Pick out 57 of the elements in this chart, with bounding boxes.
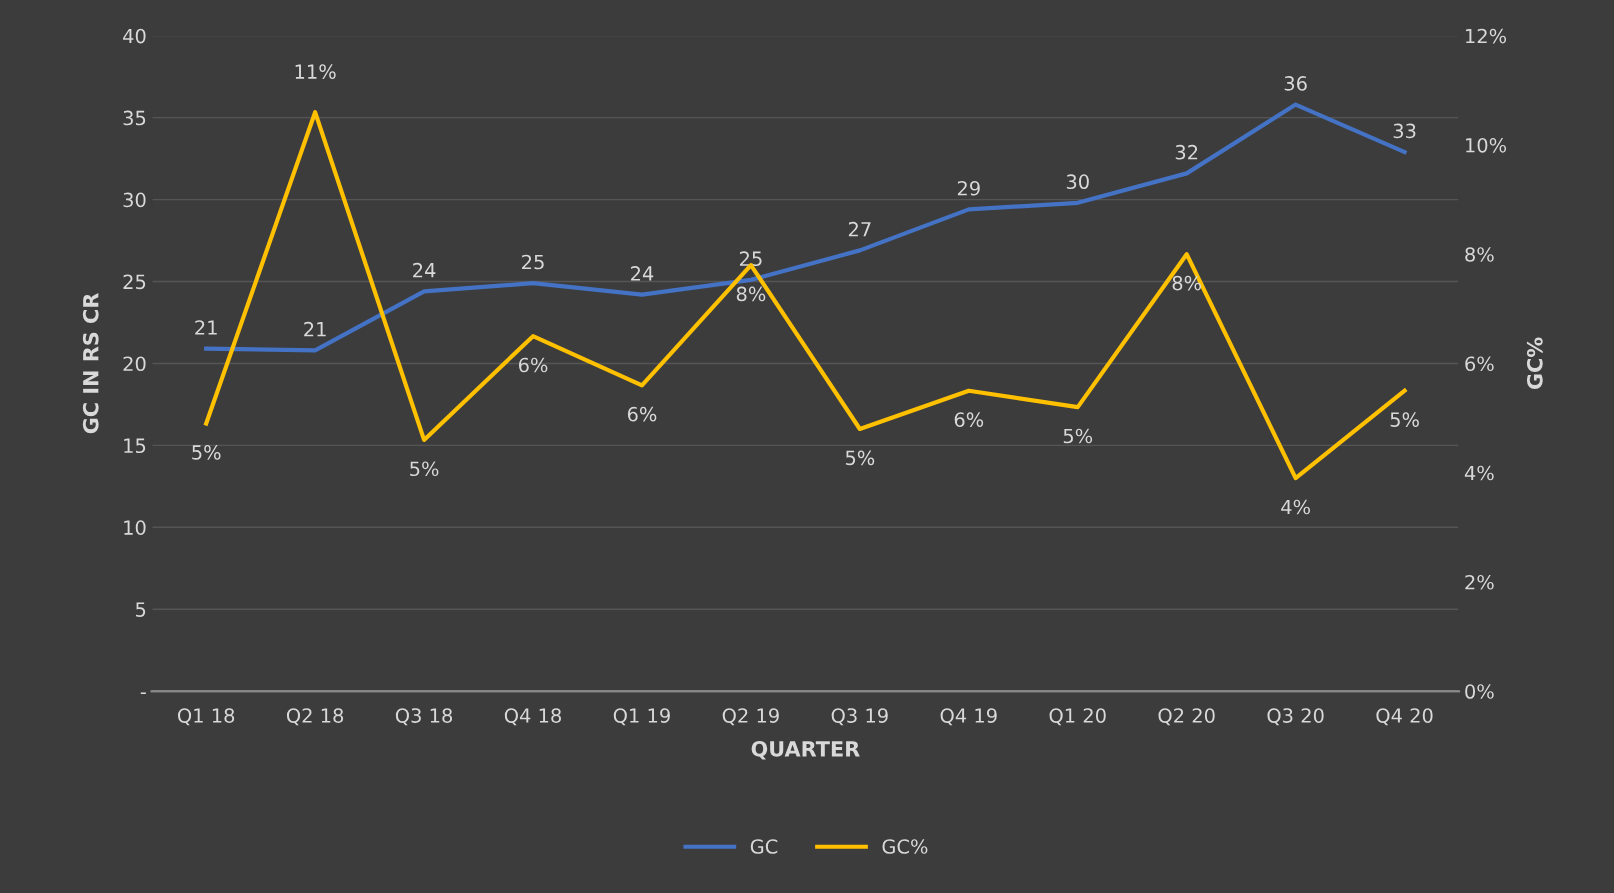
y-tick-label: 40	[123, 28, 146, 44]
y-tick-label: 35	[123, 110, 146, 126]
x-axis-title: QUARTER	[751, 740, 860, 760]
y2-tick-label: 2%	[1465, 574, 1494, 590]
data-label: 30	[1066, 174, 1089, 190]
y-tick-label: 10	[124, 520, 146, 535]
data-label: 5%	[1063, 428, 1093, 444]
y2-tick-label: 0%	[1465, 684, 1494, 699]
y-tick-label: -	[140, 692, 146, 695]
x-tick-label: Q2 20	[1158, 708, 1215, 726]
y2-axis-title: GC%	[1526, 337, 1543, 390]
x-tick-label: Q3 19	[831, 708, 888, 726]
data-label: 5%	[192, 445, 221, 460]
data-label: 27	[848, 221, 871, 237]
y2-tick-label: 6%	[1465, 356, 1494, 372]
data-label: 24	[413, 262, 436, 278]
data-label: 8%	[1172, 275, 1202, 291]
data-label: 21	[195, 320, 217, 335]
y-tick-label: 5	[135, 602, 146, 617]
legend-label: GC%	[882, 839, 928, 854]
x-tick-label: Q2 19	[722, 708, 779, 726]
data-label: 25	[522, 254, 544, 270]
data-label: 5%	[845, 450, 875, 466]
y2-tick-label: 8%	[1465, 247, 1494, 262]
x-tick-label: Q3 20	[1267, 708, 1324, 726]
data-label: 36	[1284, 76, 1307, 91]
data-label: 6%	[627, 406, 657, 422]
x-tick-label: Q3 18	[395, 708, 453, 726]
x-tick-label: Q1 18	[177, 708, 235, 726]
data-label: 32	[1175, 144, 1198, 160]
y2-tick-label: 12%	[1466, 28, 1507, 44]
data-label: 11%	[295, 64, 336, 79]
y-tick-label: 30	[123, 192, 146, 208]
y-tick-label: 25	[123, 274, 146, 290]
data-label: 5%	[1390, 412, 1419, 427]
data-label: 4%	[1281, 499, 1310, 515]
data-label: 33	[1393, 123, 1416, 139]
data-label: 6%	[518, 357, 548, 373]
y2-tick-label: 4%	[1464, 465, 1494, 481]
x-tick-label: Q1 20	[1049, 708, 1106, 726]
data-label: 8%	[736, 286, 766, 302]
data-label: 29	[957, 180, 980, 196]
y-tick-label: 20	[123, 356, 146, 372]
data-label: 25	[739, 251, 762, 267]
data-label: 5%	[410, 461, 439, 477]
data-label: 24	[631, 266, 654, 281]
data-label: 21	[304, 321, 326, 337]
data-label: 6%	[954, 412, 984, 427]
y-axis-title: GC IN RS CR	[82, 293, 99, 434]
x-tick-label: Q1 19	[613, 708, 670, 726]
y2-tick-label: 10%	[1466, 137, 1507, 153]
x-tick-label: Q4 18	[504, 708, 561, 726]
x-tick-label: Q2 18	[286, 708, 344, 726]
x-tick-label: Q4 19	[940, 708, 997, 726]
x-tick-label: Q4 20	[1376, 708, 1433, 726]
y-tick-label: 15	[124, 438, 146, 454]
legend-label: GC	[750, 839, 778, 854]
